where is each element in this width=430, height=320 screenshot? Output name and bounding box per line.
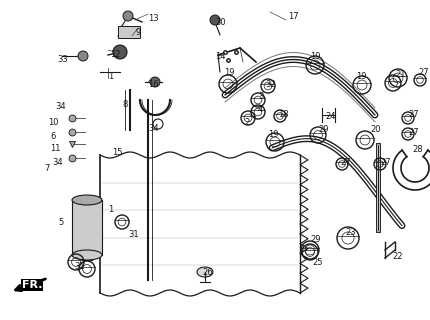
Text: 24: 24: [325, 112, 335, 121]
Text: 8: 8: [122, 100, 127, 109]
Text: 1: 1: [108, 72, 113, 81]
Text: 12: 12: [110, 50, 120, 59]
Text: 27: 27: [418, 68, 429, 77]
Text: 19: 19: [356, 72, 366, 81]
Text: 27: 27: [408, 110, 419, 119]
Text: 31: 31: [74, 262, 85, 271]
Text: 27: 27: [380, 158, 390, 167]
Circle shape: [210, 15, 220, 25]
Text: 15: 15: [112, 148, 123, 157]
Text: 16: 16: [148, 80, 159, 89]
Text: 10: 10: [48, 118, 58, 127]
Text: 28: 28: [412, 145, 423, 154]
Text: 26: 26: [202, 268, 212, 277]
Text: 25: 25: [312, 258, 322, 267]
Text: 2: 2: [244, 118, 249, 127]
Text: 32: 32: [265, 80, 276, 89]
Bar: [72, 200, 102, 255]
Text: 1: 1: [108, 205, 113, 214]
Text: 9: 9: [135, 28, 140, 37]
Text: 19: 19: [224, 68, 234, 77]
Text: 22: 22: [392, 252, 402, 261]
Text: 20: 20: [370, 125, 381, 134]
Text: 31: 31: [128, 230, 138, 239]
Text: 13: 13: [148, 14, 159, 23]
Text: 23: 23: [345, 228, 356, 237]
Circle shape: [113, 45, 127, 59]
Text: 29: 29: [310, 235, 320, 244]
Text: 4: 4: [258, 105, 263, 114]
Ellipse shape: [72, 195, 102, 205]
Circle shape: [78, 51, 88, 61]
Circle shape: [123, 11, 133, 21]
Text: 5: 5: [58, 218, 63, 227]
Text: FR.: FR.: [22, 280, 42, 290]
Bar: [118, 26, 140, 38]
Text: 27: 27: [340, 158, 350, 167]
Ellipse shape: [72, 250, 102, 260]
Text: 34: 34: [52, 158, 63, 167]
Text: 34: 34: [55, 102, 66, 111]
Text: 29: 29: [318, 125, 329, 134]
Text: 30: 30: [215, 18, 226, 27]
Ellipse shape: [197, 267, 213, 277]
Text: 19: 19: [310, 52, 320, 61]
Text: 6: 6: [50, 132, 55, 141]
Text: 27: 27: [408, 128, 419, 137]
Text: 14: 14: [215, 52, 225, 61]
Text: 19: 19: [268, 130, 279, 139]
Text: 34: 34: [148, 124, 159, 133]
Text: 21: 21: [395, 70, 405, 79]
Text: 18: 18: [278, 110, 289, 119]
Text: 7: 7: [44, 164, 49, 173]
Text: 3: 3: [258, 92, 263, 101]
Text: 33: 33: [57, 55, 68, 64]
Circle shape: [150, 77, 160, 87]
Text: 17: 17: [288, 12, 298, 21]
Text: 11: 11: [50, 144, 61, 153]
